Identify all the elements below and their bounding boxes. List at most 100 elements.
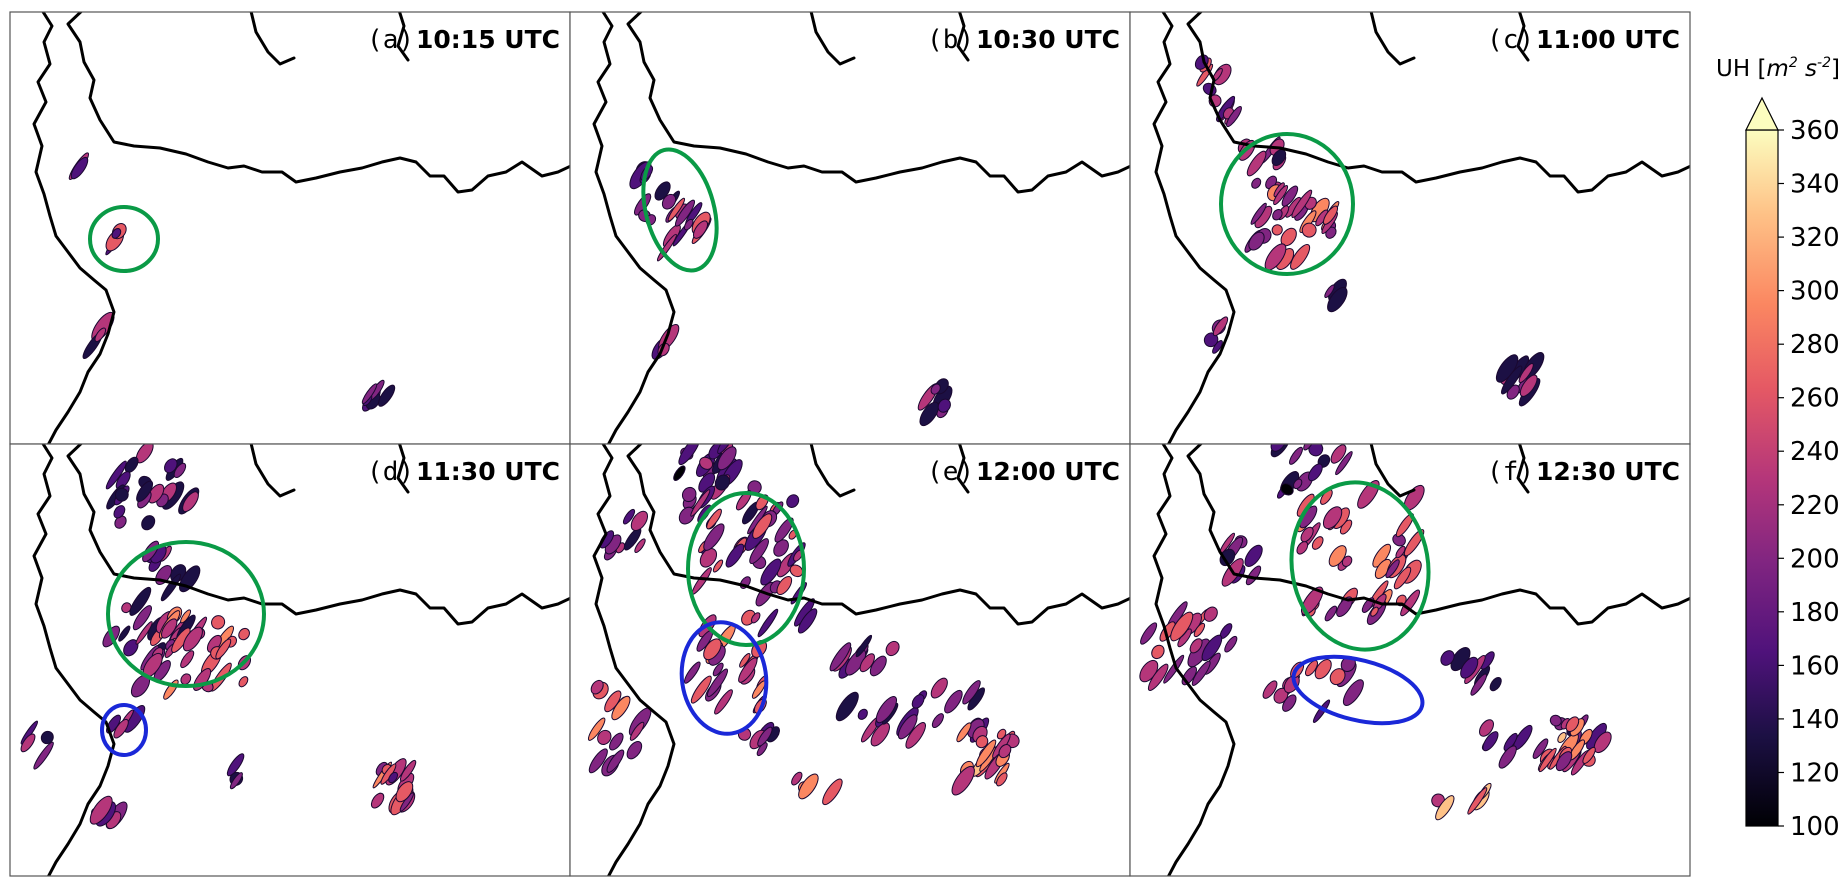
uh-cell: [1224, 635, 1238, 653]
uh-cell: [634, 538, 646, 554]
uh-cell: [1140, 622, 1158, 645]
uh-cell: [105, 460, 127, 490]
uh-cell: [1304, 660, 1319, 677]
uh-cell: [1151, 644, 1165, 660]
uh-cell: [870, 722, 890, 747]
panel-time: 11:00 UTC: [1536, 25, 1680, 54]
uh-cell: [857, 708, 868, 720]
uh-cell: [930, 383, 941, 395]
coastline: [249, 444, 296, 498]
coastline: [1516, 12, 1530, 62]
uh-cell: [215, 638, 232, 660]
uh-cell: [129, 586, 152, 616]
uh-cell: [869, 655, 887, 677]
uh-cell: [749, 538, 769, 565]
uh-cell: [113, 718, 129, 739]
uh-cell: [885, 640, 900, 657]
uh-cell: [113, 505, 126, 519]
uh-cell: [703, 638, 722, 661]
uh-cell: [931, 713, 944, 729]
uh-cell: [1549, 714, 1562, 727]
panel-5-uh-cells: [1139, 444, 1612, 821]
blue-circle: [679, 620, 769, 736]
uh-cell: [1322, 506, 1343, 530]
uh-cell: [361, 383, 378, 405]
panel-3-content: [10, 444, 570, 876]
uh-cell: [604, 690, 622, 713]
uh-cell: [797, 608, 818, 634]
coastline: [626, 12, 1130, 194]
panel-5: (f)12:30 UTC: [1129, 443, 1691, 877]
uh-cell: [1467, 787, 1488, 815]
uh-cell: [588, 748, 608, 774]
uh-cell: [114, 487, 129, 502]
uh-cell: [1470, 673, 1487, 696]
uh-cell: [399, 759, 417, 782]
colorbar-title-exp1: 2: [1789, 55, 1798, 71]
uh-cell: [681, 486, 697, 503]
uh-cell: [752, 513, 773, 539]
uh-cell: [859, 653, 875, 673]
uh-cell: [606, 749, 625, 773]
uh-cell: [1557, 732, 1567, 743]
uh-cell: [1244, 544, 1263, 567]
uh-cell: [597, 729, 612, 745]
uh-cell: [714, 689, 733, 715]
uh-cell: [798, 773, 819, 800]
uh-cell: [786, 494, 800, 508]
uh-cell: [683, 661, 701, 684]
uh-cell: [626, 741, 643, 760]
uh-cell: [1393, 566, 1412, 590]
uh-cell: [180, 650, 195, 669]
coastline: [66, 12, 570, 194]
uh-cell: [897, 714, 918, 740]
uh-cell: [114, 515, 127, 529]
uh-cell: [774, 517, 794, 543]
uh-cell: [388, 771, 398, 784]
uh-cell: [1342, 679, 1364, 706]
panel-1-content: [570, 12, 1130, 444]
colorbar-tick-label: 200: [1790, 544, 1840, 574]
uh-cell: [1312, 699, 1331, 723]
coastline: [32, 444, 116, 876]
green-circle: [1219, 132, 1355, 276]
uh-cell: [975, 735, 989, 749]
uh-cell: [1303, 444, 1314, 451]
uh-cell: [132, 605, 152, 631]
uh-cell: [690, 489, 711, 517]
uh-cell: [829, 642, 852, 672]
colorbar-title-suffix: ]: [1831, 56, 1840, 82]
uh-cell: [1538, 747, 1557, 773]
uh-cell: [173, 462, 187, 478]
uh-cell: [160, 573, 182, 602]
panel-3-label: (d)11:30 UTC: [367, 457, 560, 487]
panel-3-map: [10, 444, 570, 876]
panel-letter: (b): [927, 25, 974, 55]
uh-cell: [1322, 205, 1339, 225]
uh-cell: [703, 523, 725, 551]
uh-cell: [835, 691, 859, 722]
uh-cell: [678, 506, 695, 525]
uh-cell: [725, 543, 745, 568]
uh-cell: [609, 732, 624, 751]
uh-cell: [141, 515, 156, 531]
uh-cell: [673, 465, 686, 481]
colorbar-tick-label: 120: [1790, 759, 1840, 789]
coastline: [1369, 12, 1416, 66]
uh-cell: [930, 677, 948, 699]
uh-cell: [944, 689, 963, 714]
colorbar-tick-label: 160: [1790, 651, 1840, 681]
panel-letter: (e): [927, 457, 974, 487]
uh-cell: [1270, 444, 1287, 452]
blue-circle: [1291, 654, 1425, 726]
uh-cell: [40, 730, 54, 745]
uh-cell: [111, 227, 122, 239]
panel-3: (d)11:30 UTC: [9, 443, 571, 877]
colorbar-tick-label: 240: [1790, 437, 1840, 467]
panel-2-content: [1130, 12, 1690, 444]
panel-2-uh-cells: [1194, 54, 1545, 407]
panel-1-map: [570, 12, 1130, 444]
uh-cell: [1582, 746, 1596, 764]
uh-cell: [182, 626, 203, 652]
panel-0-background: [10, 12, 570, 444]
